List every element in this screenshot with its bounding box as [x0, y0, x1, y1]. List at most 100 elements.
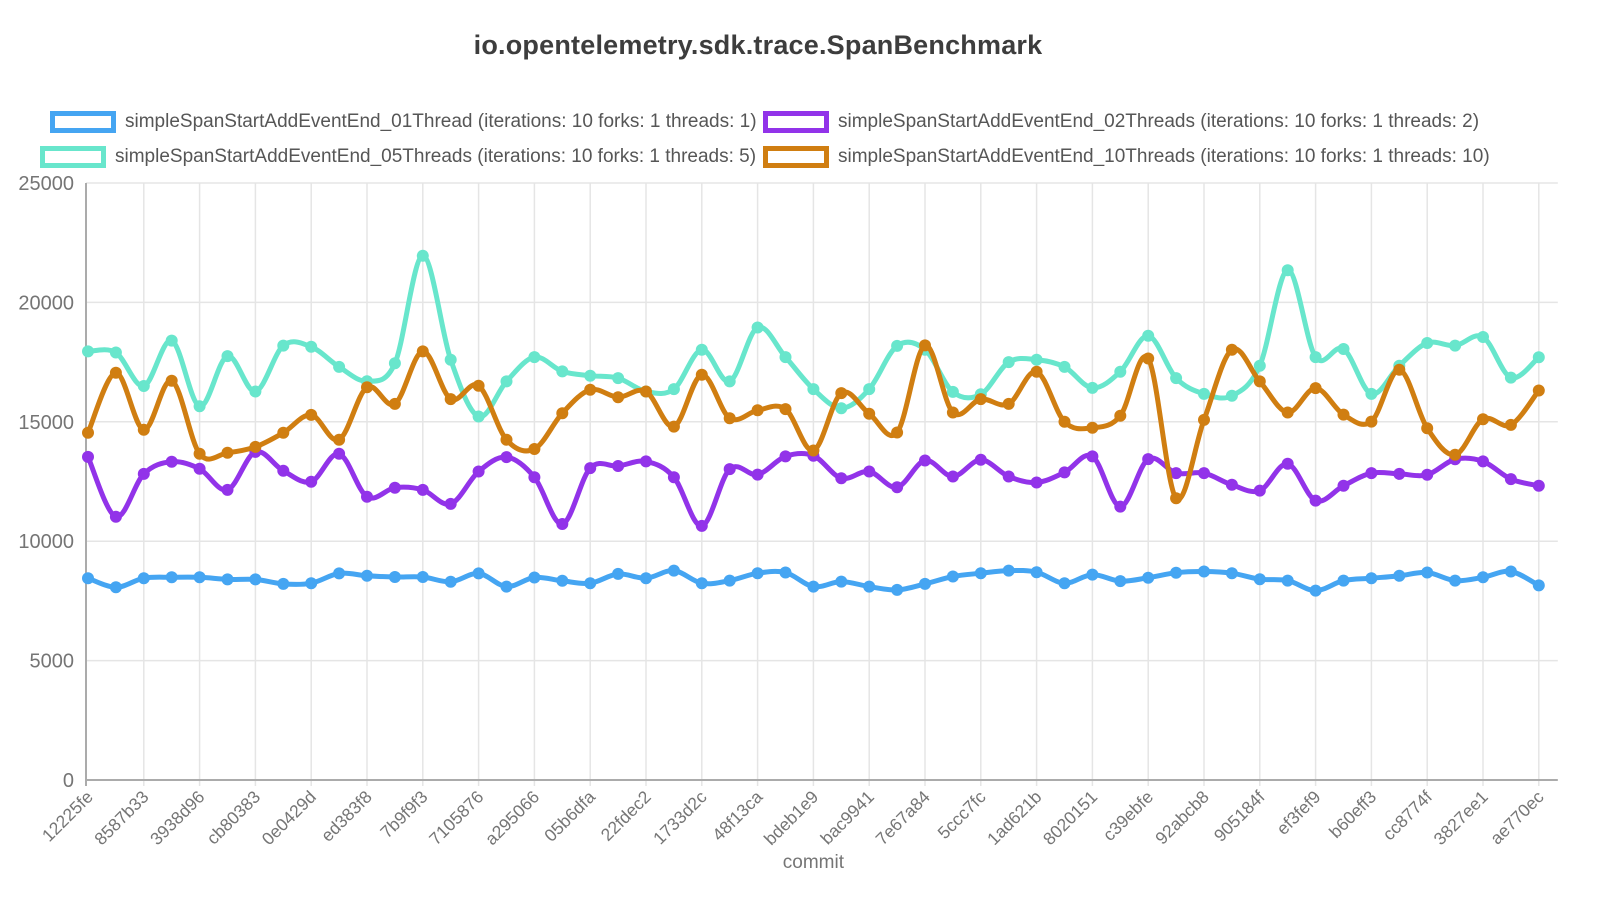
x-tick-label-92abcb8[interactable]: 92abcb8	[1151, 787, 1213, 849]
series-0-point-10[interactable]	[361, 569, 373, 582]
series-2-point-18[interactable]	[584, 369, 597, 382]
series-3-point-42[interactable]	[1253, 375, 1266, 388]
series-2-point-13[interactable]	[444, 353, 457, 366]
series-1-point-43[interactable]	[1281, 457, 1294, 470]
series-1-point-38[interactable]	[1142, 453, 1155, 466]
series-2-point-44[interactable]	[1309, 351, 1322, 364]
series-1-point-48[interactable]	[1421, 468, 1434, 481]
series-3-point-49[interactable]	[1449, 448, 1462, 461]
series-1-point-36[interactable]	[1086, 450, 1099, 463]
series-2-point-40[interactable]	[1198, 387, 1210, 400]
x-tick-label-7e67a84[interactable]: 7e67a84	[872, 787, 935, 850]
series-1-point-27[interactable]	[835, 472, 848, 485]
series-1-point-18[interactable]	[584, 462, 597, 475]
series-3-point-8[interactable]	[305, 408, 318, 421]
series-0-point-50[interactable]	[1477, 571, 1489, 584]
series-0-point-27[interactable]	[835, 575, 848, 588]
series-3-point-2[interactable]	[137, 423, 150, 436]
series-1-point-5[interactable]	[221, 483, 234, 496]
series-3-point-43[interactable]	[1281, 406, 1294, 419]
series-2-point-36[interactable]	[1086, 381, 1099, 394]
series-3-point-45[interactable]	[1337, 408, 1350, 421]
series-3-point-47[interactable]	[1393, 363, 1406, 376]
series-3-point-37[interactable]	[1114, 409, 1127, 422]
series-2-point-45[interactable]	[1337, 343, 1350, 355]
series-3-point-14[interactable]	[472, 379, 485, 392]
series-3-point-25[interactable]	[779, 403, 792, 416]
x-tick-label-8587b33[interactable]: 8587b33	[90, 787, 152, 849]
series-0-point-38[interactable]	[1142, 571, 1155, 584]
series-1-point-33[interactable]	[1002, 470, 1015, 483]
series-2-point-16[interactable]	[528, 351, 541, 364]
series-0-point-49[interactable]	[1449, 574, 1462, 587]
series-3-point-1[interactable]	[109, 366, 122, 379]
series-1-point-47[interactable]	[1393, 467, 1406, 480]
series-2-point-29[interactable]	[891, 339, 904, 352]
series-2-point-31[interactable]	[946, 385, 959, 398]
series-1-point-37[interactable]	[1114, 500, 1127, 513]
series-0-point-26[interactable]	[807, 580, 820, 593]
series-1-point-45[interactable]	[1337, 479, 1350, 492]
series-3-point-30[interactable]	[919, 339, 931, 352]
series-2-point-42[interactable]	[1253, 359, 1266, 372]
legend-item-01thread[interactable]: simpleSpanStartAddEventEnd_01Thread (ite…	[50, 110, 757, 134]
series-0-point-45[interactable]	[1337, 574, 1350, 587]
series-1-point-8[interactable]	[305, 475, 318, 488]
legend-item-02threads[interactable]: simpleSpanStartAddEventEnd_02Threads (it…	[763, 110, 1479, 134]
series-1-point-42[interactable]	[1253, 484, 1266, 497]
series-2-point-9[interactable]	[333, 360, 346, 373]
series-3-point-29[interactable]	[891, 426, 904, 439]
x-tick-label-7105876[interactable]: 7105876	[425, 787, 487, 849]
series-1-point-51[interactable]	[1504, 473, 1517, 486]
series-2-point-28[interactable]	[863, 383, 876, 396]
series-1-point-32[interactable]	[974, 453, 987, 466]
series-0-point-44[interactable]	[1309, 584, 1322, 597]
series-0-point-31[interactable]	[946, 570, 959, 583]
series-2-point-23[interactable]	[723, 375, 736, 388]
legend-item-05threads[interactable]: simpleSpanStartAddEventEnd_05Threads (it…	[40, 145, 756, 169]
series-3-point-4[interactable]	[193, 447, 206, 460]
series-1-point-11[interactable]	[388, 481, 401, 494]
series-0-point-3[interactable]	[165, 571, 178, 584]
series-0-point-14[interactable]	[472, 567, 485, 580]
series-2-point-17[interactable]	[556, 365, 569, 378]
series-0-point-51[interactable]	[1504, 565, 1517, 578]
series-2-point-12[interactable]	[416, 249, 429, 262]
series-1-point-9[interactable]	[333, 447, 346, 460]
series-3-point-15[interactable]	[500, 433, 513, 446]
x-tick-label-1ad621b[interactable]: 1ad621b	[983, 787, 1045, 849]
series-3-point-3[interactable]	[165, 374, 178, 387]
series-3-point-5[interactable]	[221, 446, 234, 459]
series-1-point-13[interactable]	[444, 497, 457, 510]
series-0-point-32[interactable]	[974, 567, 987, 580]
series-3-point-33[interactable]	[1002, 397, 1015, 410]
series-0-point-16[interactable]	[528, 571, 541, 584]
series-0-point-20[interactable]	[640, 572, 652, 585]
series-1-point-20[interactable]	[640, 455, 652, 468]
series-1-point-29[interactable]	[891, 481, 904, 494]
series-3-point-26[interactable]	[807, 444, 820, 457]
x-tick-label-3827ee1[interactable]: 3827ee1	[1430, 787, 1492, 849]
series-1-point-50[interactable]	[1477, 455, 1489, 468]
series-1-point-17[interactable]	[556, 518, 569, 530]
series-0-point-28[interactable]	[863, 580, 876, 593]
series-1-point-7[interactable]	[277, 464, 290, 477]
series-2-point-24[interactable]	[751, 321, 764, 334]
series-0-point-48[interactable]	[1421, 566, 1434, 579]
series-0-point-42[interactable]	[1253, 573, 1266, 586]
x-tick-label-cb80383[interactable]: cb80383	[203, 787, 265, 849]
series-0-point-52[interactable]	[1532, 579, 1545, 592]
series-3-point-41[interactable]	[1225, 343, 1238, 356]
series-2-point-51[interactable]	[1504, 371, 1517, 384]
x-tick-label-1733d2c[interactable]: 1733d2c	[649, 787, 711, 849]
series-1-point-10[interactable]	[361, 490, 373, 503]
series-2-point-37[interactable]	[1114, 365, 1127, 378]
x-tick-label-48f13ca[interactable]: 48f13ca	[708, 787, 766, 845]
series-0-point-24[interactable]	[751, 567, 764, 580]
series-3-point-31[interactable]	[946, 406, 959, 419]
series-1-point-44[interactable]	[1309, 494, 1322, 507]
series-3-point-21[interactable]	[667, 420, 680, 433]
series-0-point-39[interactable]	[1170, 566, 1183, 579]
series-0-point-41[interactable]	[1225, 567, 1238, 580]
series-3-point-48[interactable]	[1421, 422, 1434, 435]
